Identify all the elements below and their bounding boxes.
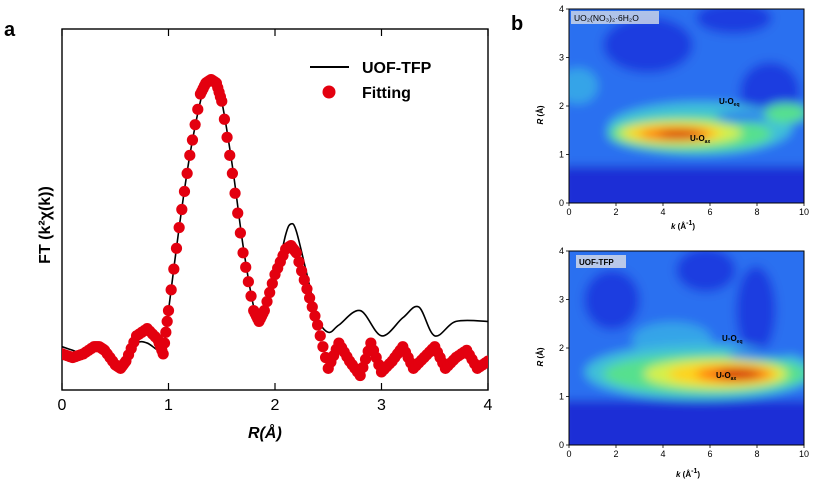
x-tick-label-a-2: 2 [271, 397, 280, 414]
fitting-point [161, 315, 173, 328]
y-tick-label-top-1: 1 [559, 150, 564, 160]
fitting-point [181, 167, 193, 179]
y-tick-label-top-3: 3 [559, 53, 564, 63]
x-tick-label-a-3: 3 [377, 397, 386, 414]
y-tick-label-bottom-0: 0 [559, 440, 564, 450]
x-tick-label-a-1: 1 [164, 397, 173, 414]
fitting-point [266, 277, 278, 290]
y-tick-label-top-2: 2 [559, 101, 564, 111]
axis-title-y-bottom: R (Å) [536, 347, 545, 366]
y-tick-label-bottom-2: 2 [559, 343, 564, 353]
fitting-point [160, 326, 172, 338]
axis-title-y-a: FT (k²χ(k)) [37, 186, 54, 264]
fitting-point [296, 265, 308, 277]
fitting-point [261, 295, 273, 308]
fitting-point [237, 247, 249, 259]
x-tick-label-bottom-2: 2 [613, 449, 618, 459]
x-tick-label-a-4: 4 [484, 397, 493, 414]
legend-marker-swatch [322, 85, 336, 99]
y-tick-label-top-0: 0 [559, 198, 564, 208]
annotation-top-u-oax: U-Oax [690, 134, 710, 145]
panel-label-a: a [4, 19, 16, 41]
fitting-point [293, 256, 305, 268]
fitting-point [158, 337, 171, 349]
fitting-point [312, 319, 324, 331]
fitting-point [157, 348, 169, 360]
fitting-point [229, 187, 241, 199]
fitting-point [309, 310, 321, 322]
x-tick-label-top-6: 6 [707, 207, 712, 217]
x-tick-label-bottom-4: 4 [660, 449, 665, 459]
fitting-point [221, 131, 233, 143]
fitting-point [192, 103, 204, 115]
fitting-point [234, 227, 246, 239]
annotation-bottom-u-oeq: U-Oeq [722, 334, 743, 345]
legend-label-fitting: Fitting [362, 85, 411, 102]
y-tick-label-bottom-4: 4 [559, 246, 564, 256]
y-tick-label-bottom-1: 1 [559, 392, 564, 402]
fitting-point [176, 203, 188, 216]
heatmap-top-title: UO₂(NO₃)₂·6H₂O [574, 13, 639, 23]
y-tick-label-top-4: 4 [559, 4, 564, 14]
x-tick-label-top-10: 10 [799, 207, 809, 217]
fitting-point [298, 274, 310, 286]
x-tick-label-top-0: 0 [566, 207, 571, 217]
heatmap-bottom-title-bg [576, 255, 626, 268]
annotation-bottom-u-oax: U-Oax [716, 371, 736, 382]
axis-title-y-top: R (Å) [536, 105, 545, 124]
x-tick-label-top-8: 8 [754, 207, 759, 217]
fitting-point [162, 304, 175, 317]
fitting-point [317, 341, 329, 353]
x-tick-label-bottom-10: 10 [799, 449, 809, 459]
heatmap-bottom-title: UOF-TFP [579, 258, 614, 267]
fitting-point [189, 119, 201, 131]
panel-a-frame [61, 28, 489, 391]
heatmap-bottom: UOF-TFP U-Oeq U-Oax 0 2 4 6 8 10 0 1 2 3 4 k (Å-1)… [536, 246, 809, 479]
fitting-point [258, 304, 270, 317]
fitting-point [218, 113, 231, 125]
fitting-point [306, 301, 318, 313]
fitting-point [242, 276, 254, 288]
annotation-top-u-oeq: U-Oeq [719, 97, 740, 108]
y-tick-label-bottom-3: 3 [559, 295, 564, 305]
fitting-point [165, 284, 177, 296]
x-tick-label-top-2: 2 [613, 207, 618, 217]
fitting-point [314, 330, 326, 342]
axis-title-x-top: k (Å-1) [671, 220, 695, 231]
heatmap-top: UO₂(NO₃)₂·6H₂O U-Oeq U-Oax 0 2 4 6 8 1001234 … [536, 4, 809, 231]
fitting-point [482, 355, 488, 367]
fitting-point [304, 292, 316, 304]
fitting-point [232, 207, 244, 219]
fitting-point [178, 185, 191, 198]
axis-title-x-a: R(Å) [248, 423, 282, 442]
x-tick-label-bottom-8: 8 [754, 449, 759, 459]
heatmap-top-field [569, 9, 804, 203]
x-tick-label-bottom-6: 6 [707, 449, 712, 459]
legend-a: UOF-TFP Fitting [310, 60, 432, 102]
panel-a-chart: 0 1 2 3 4 R(Å) FT (k²χ(k)) UOF-TFP Fitting [37, 28, 493, 442]
panel-label-b: b [511, 13, 523, 35]
fitting-point [216, 95, 228, 107]
fitting-point [170, 242, 183, 254]
fitting-point [224, 149, 236, 161]
heatmap-bottom-field [569, 251, 804, 445]
legend-label-uof-tfp: UOF-TFP [362, 60, 432, 77]
fitting-point [245, 290, 257, 302]
fitting-point [184, 149, 196, 161]
fitting-point [290, 247, 302, 259]
axis-title-x-bottom: k (Å-1) [676, 468, 700, 479]
fitting-point [301, 283, 313, 295]
fitting-point [264, 286, 276, 299]
x-tick-label-top-4: 4 [660, 207, 665, 217]
fitting-point [226, 167, 238, 179]
fitting-point [186, 134, 199, 146]
fitting-point [173, 221, 185, 234]
x-tick-label-bottom-0: 0 [566, 449, 571, 459]
series-line-uof-tfp [62, 82, 488, 366]
fitting-point [240, 261, 252, 273]
heatmap-top-title-bg [571, 11, 659, 24]
fitting-point [168, 263, 180, 275]
x-tick-label-a-0: 0 [58, 397, 67, 414]
